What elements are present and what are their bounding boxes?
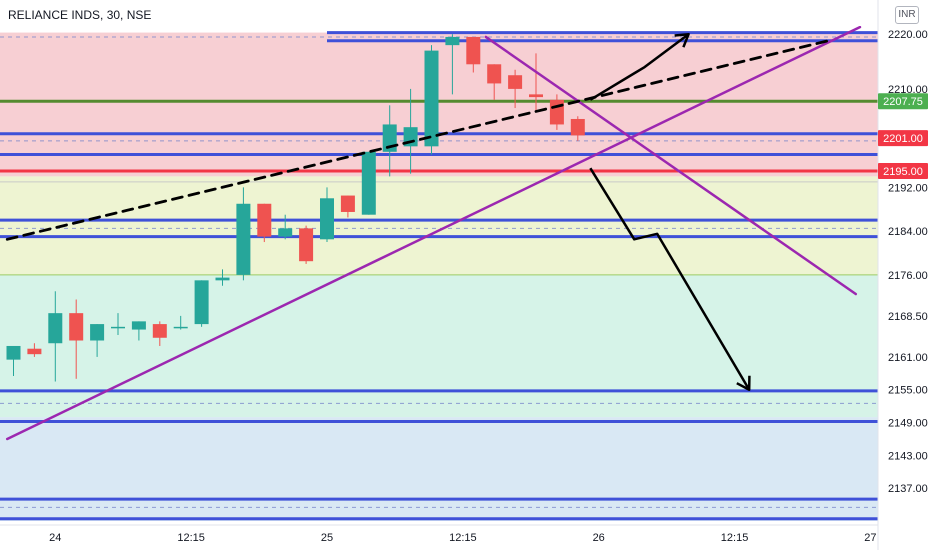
currency-button[interactable]: INR [895,6,919,24]
y-tick-label: 2220.00 [888,29,928,41]
zone-band [0,417,878,521]
arrow-head [674,32,690,48]
trendline [5,26,862,441]
price-label-box [878,130,928,147]
x-tick-label: 12:15 [177,532,205,544]
projection-arrow [589,167,751,391]
candle-body [361,151,376,215]
candle-body [27,348,42,355]
dashed-trendline [5,38,835,241]
x-tick-label: 12:15 [449,532,477,544]
price-label-text: 2207.75 [883,96,923,108]
candle-body [111,326,125,329]
candle-body [466,36,481,65]
y-tick-label: 2184.00 [888,226,928,238]
candle-body [508,75,523,89]
candle-body [236,203,251,275]
candle-body [48,313,63,344]
x-tick-label: 27 [864,532,876,544]
y-tick-label: 2210.00 [888,84,928,96]
projection-arrow [589,33,690,101]
candle-body [278,228,293,237]
candle-body [152,324,167,338]
candle-body [6,345,21,360]
trendline [484,35,858,296]
candle-body [529,94,543,98]
candle-body [299,228,314,262]
arrow-head [736,375,751,391]
candle-body [173,326,188,329]
zone-band [0,176,878,275]
candle-body [194,280,209,325]
y-tick-label: 2149.00 [888,418,928,430]
candle-body [340,195,355,212]
candle-body [570,118,585,136]
candle-body [487,64,502,84]
candle-body [215,277,230,281]
candle-body [320,198,334,240]
plot-area [0,26,878,521]
price-label-box [878,162,928,179]
chart-title: RELIANCE INDS, 30, NSE [8,8,152,22]
y-tick-label: 2143.00 [888,450,928,462]
price-label-box [878,93,928,110]
y-tick-label: 2192.00 [888,182,928,194]
candle-body [445,36,460,46]
candle-body [90,324,105,341]
candle-body [257,203,272,237]
candle-body [131,321,146,330]
y-tick-label: 2161.00 [888,352,928,364]
x-tick-label: 26 [593,532,605,544]
x-tick-label: 25 [321,532,333,544]
y-tick-label: 2176.00 [888,270,928,282]
x-tick-label: 12:15 [721,532,749,544]
y-tick-label: 2155.00 [888,385,928,397]
x-tick-label: 24 [49,532,61,544]
y-tick-label: 2137.00 [888,483,928,495]
candle-body [424,50,439,147]
price-label-text: 2201.00 [883,133,923,145]
candle-body [549,99,564,125]
zone-band [0,274,878,418]
zone-band [0,32,878,177]
candle-body [69,313,84,341]
y-tick-label: 2168.50 [888,311,928,323]
price-label-text: 2195.00 [883,166,923,178]
